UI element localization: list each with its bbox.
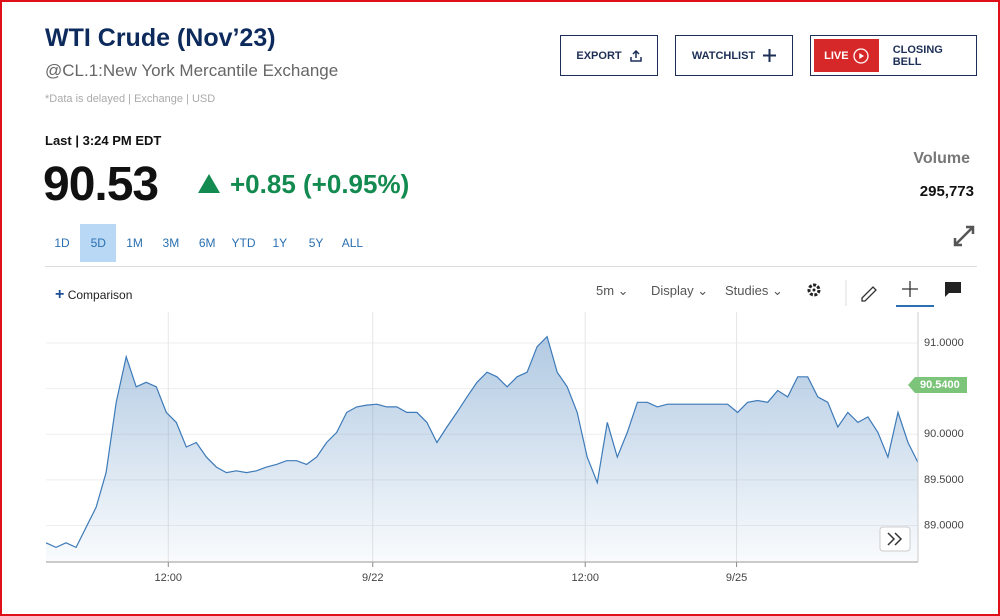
- comparison-label: Comparison: [67, 288, 133, 302]
- closing-bell-button[interactable]: LIVE CLOSING BELL: [810, 35, 977, 76]
- closing-bell-label: CLOSING BELL: [892, 43, 943, 68]
- last-price-badge: [908, 376, 967, 393]
- y-tick-label: 89.0000: [924, 519, 964, 531]
- range-button[interactable]: 3M: [162, 236, 180, 250]
- range-button[interactable]: 5Y: [308, 236, 324, 250]
- play-icon: [852, 47, 869, 64]
- x-tick-label: 12:00: [155, 572, 183, 582]
- draw-icon[interactable]: [861, 286, 877, 302]
- x-tick-label: 9/22: [362, 572, 383, 582]
- range-button[interactable]: YTD: [231, 236, 256, 250]
- range-button[interactable]: 6M: [198, 236, 216, 250]
- display-menu[interactable]: Display ⌄: [651, 283, 709, 298]
- range-button[interactable]: 1Y: [272, 236, 288, 250]
- studies-label: Studies: [725, 283, 769, 298]
- price-line: [45, 335, 919, 549]
- price-chart: 89.000089.500090.000090.500091.000012:00…: [45, 312, 967, 582]
- export-icon: [629, 49, 642, 62]
- range-button[interactable]: ALL: [341, 236, 364, 250]
- y-tick-label: 89.5000: [924, 474, 964, 486]
- change: +0.85 (+0.95%): [230, 169, 410, 199]
- x-tick-label: 12:00: [571, 572, 599, 582]
- y-tick-label: 90.0000: [924, 428, 964, 440]
- interval-menu[interactable]: 5m ⌄: [596, 283, 629, 298]
- live-badge: LIVE: [814, 39, 879, 72]
- title: WTI Crude (Nov’23): [45, 24, 276, 52]
- display-label: Display: [651, 283, 694, 298]
- comparison-button[interactable]: + Comparison: [55, 286, 133, 303]
- range-button[interactable]: 5D: [80, 224, 117, 262]
- interval-label: 5m: [596, 283, 615, 298]
- live-label: LIVE: [824, 49, 849, 62]
- volume: 295,773: [919, 183, 974, 200]
- symbol: @CL.1:New York Mercantile Exchange: [45, 61, 339, 80]
- range-button[interactable]: 1D: [54, 236, 70, 250]
- chart-tools: [807, 280, 961, 307]
- watchlist-button[interactable]: WATCHLIST: [675, 35, 793, 76]
- x-tick-label: 9/25: [726, 572, 747, 582]
- plus-icon: [763, 49, 777, 62]
- last-time: Last | 3:24 PM EDT: [45, 133, 162, 148]
- up-arrow: [198, 174, 220, 193]
- export-button[interactable]: EXPORT: [560, 35, 658, 76]
- watchlist-label: WATCHLIST: [691, 49, 756, 62]
- y-tick-label: 91.0000: [924, 337, 964, 349]
- scroll-icon: [887, 532, 903, 546]
- export-label: EXPORT: [576, 49, 622, 62]
- comment-icon[interactable]: [945, 282, 961, 297]
- expand-icon[interactable]: [952, 224, 976, 248]
- studies-menu[interactable]: Studies ⌄: [725, 283, 783, 298]
- volume-label: Volume: [913, 150, 970, 167]
- crosshair-icon[interactable]: [902, 281, 918, 297]
- last-price-label: 90.5400: [920, 379, 960, 391]
- delay-note: *Data is delayed | Exchange | USD: [45, 93, 216, 105]
- area-fill: [46, 336, 918, 562]
- range-button[interactable]: 1M: [126, 236, 143, 250]
- divider: [45, 266, 977, 267]
- price: 90.53: [43, 158, 159, 211]
- settings-icon[interactable]: [807, 283, 821, 297]
